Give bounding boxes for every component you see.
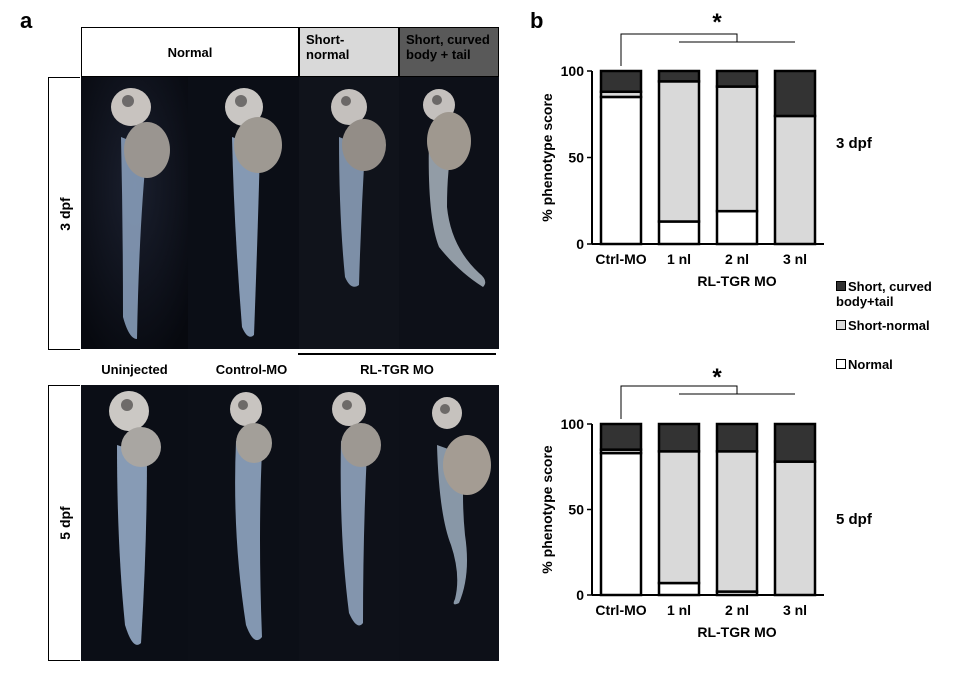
bar-segment <box>773 422 817 463</box>
header-short-normal-label: Short-normal <box>306 32 350 62</box>
bar-segment <box>657 69 701 83</box>
bar-segment <box>715 85 759 213</box>
row-label-3dpf: 3 dpf <box>48 77 80 350</box>
y-tick-label: 100 <box>561 63 585 79</box>
legend-swatch-short-curved <box>836 281 846 291</box>
photo-5dpf-uninjected <box>81 385 188 661</box>
photo-3dpf-short-normal <box>299 77 399 349</box>
y-tick-label: 0 <box>576 587 584 603</box>
x-tick-label: 3 nl <box>783 251 807 267</box>
significance-bracket <box>620 33 738 66</box>
legend-label-short-curved: Short, curved body+tail <box>836 279 932 309</box>
rl-tgr-bracket-line <box>298 353 496 355</box>
legend-swatch-normal <box>836 359 846 369</box>
chart-5dpf-side-label: 5 dpf <box>836 511 872 528</box>
legend-swatch-short-normal <box>836 320 846 330</box>
x-tick-label: 1 nl <box>667 602 691 618</box>
panel-b-letter: b <box>530 8 544 33</box>
bar-segment <box>599 422 643 451</box>
legend-item-short-normal: Short-normal <box>836 318 930 333</box>
header-short-curved: Short, curved body + tail <box>399 27 499 77</box>
x-tick-label: Ctrl-MO <box>595 251 646 267</box>
y-axis-label: % phenotype score <box>539 93 555 222</box>
y-tick-label: 50 <box>568 502 584 518</box>
row-label-5dpf-text: 5 dpf <box>56 506 73 540</box>
x-tick-label: 3 nl <box>783 602 807 618</box>
header-normal-label: Normal <box>167 44 213 60</box>
bar-segment <box>657 80 701 223</box>
bar-segment <box>657 422 701 453</box>
row-label-3dpf-text: 3 dpf <box>56 196 73 231</box>
photo-5dpf-short-curved <box>399 385 499 661</box>
significance-bracket <box>620 385 738 419</box>
y-tick-label: 50 <box>568 150 584 166</box>
x-tick-label: Ctrl-MO <box>595 602 646 618</box>
photo-5dpf-short-normal <box>299 385 399 661</box>
caption-rl-tgr-mo: RL-TGR MO <box>360 362 434 377</box>
legend-item-normal: Normal <box>836 357 893 372</box>
y-tick-label: 0 <box>576 236 584 252</box>
significance-star: * <box>712 9 722 36</box>
chart-5dpf: 0 50 100 % phenotype score Ctrl-MO 1 nl 2 nl 3 … <box>539 364 824 640</box>
photo-5dpf-control <box>188 385 299 661</box>
bar-segment <box>657 220 701 246</box>
header-short-curved-label: Short, curved body + tail <box>406 32 490 62</box>
chart-3dpf: 0 50 100 % phenotype score Ctrl-MO 1 nl 2 nl 3 … <box>539 9 824 289</box>
x-tick-label: 1 nl <box>667 251 691 267</box>
caption-uninjected: Uninjected <box>101 362 168 377</box>
photo-3dpf-control <box>188 77 299 349</box>
header-normal: Normal <box>81 27 299 77</box>
bar-segment <box>657 450 701 585</box>
bar-segment <box>773 460 817 597</box>
bar-segment <box>657 581 701 597</box>
significance-star: * <box>712 364 722 391</box>
row-label-5dpf: 5 dpf <box>48 385 80 661</box>
bar-segment <box>599 451 643 597</box>
photo-3dpf-uninjected <box>81 77 188 349</box>
bar-segment <box>599 69 643 94</box>
header-short-normal: Short-normal <box>299 27 399 77</box>
legend-label-normal: Normal <box>848 357 893 372</box>
bar-segment <box>773 69 817 118</box>
x-axis-label: RL-TGR MO <box>697 624 776 640</box>
legend-item-short-curved: Short, curved body+tail <box>836 279 958 309</box>
bar-segment <box>715 69 759 88</box>
y-axis-label: % phenotype score <box>539 445 555 574</box>
bar-segment <box>715 450 759 593</box>
y-tick-label: 100 <box>561 416 585 432</box>
bar-segment <box>599 95 643 246</box>
chart-3dpf-side-label: 3 dpf <box>836 135 872 152</box>
photo-3dpf-short-curved <box>399 77 499 349</box>
bar-segment <box>715 422 759 453</box>
x-tick-label: 2 nl <box>725 251 749 267</box>
panel-a-letter: a <box>20 8 33 33</box>
caption-control-mo: Control-MO <box>215 362 288 377</box>
bar-segment <box>715 209 759 246</box>
legend-label-short-normal: Short-normal <box>848 318 930 333</box>
bar-segment <box>773 114 817 246</box>
x-tick-label: 2 nl <box>725 602 749 618</box>
x-axis-label: RL-TGR MO <box>697 273 776 289</box>
